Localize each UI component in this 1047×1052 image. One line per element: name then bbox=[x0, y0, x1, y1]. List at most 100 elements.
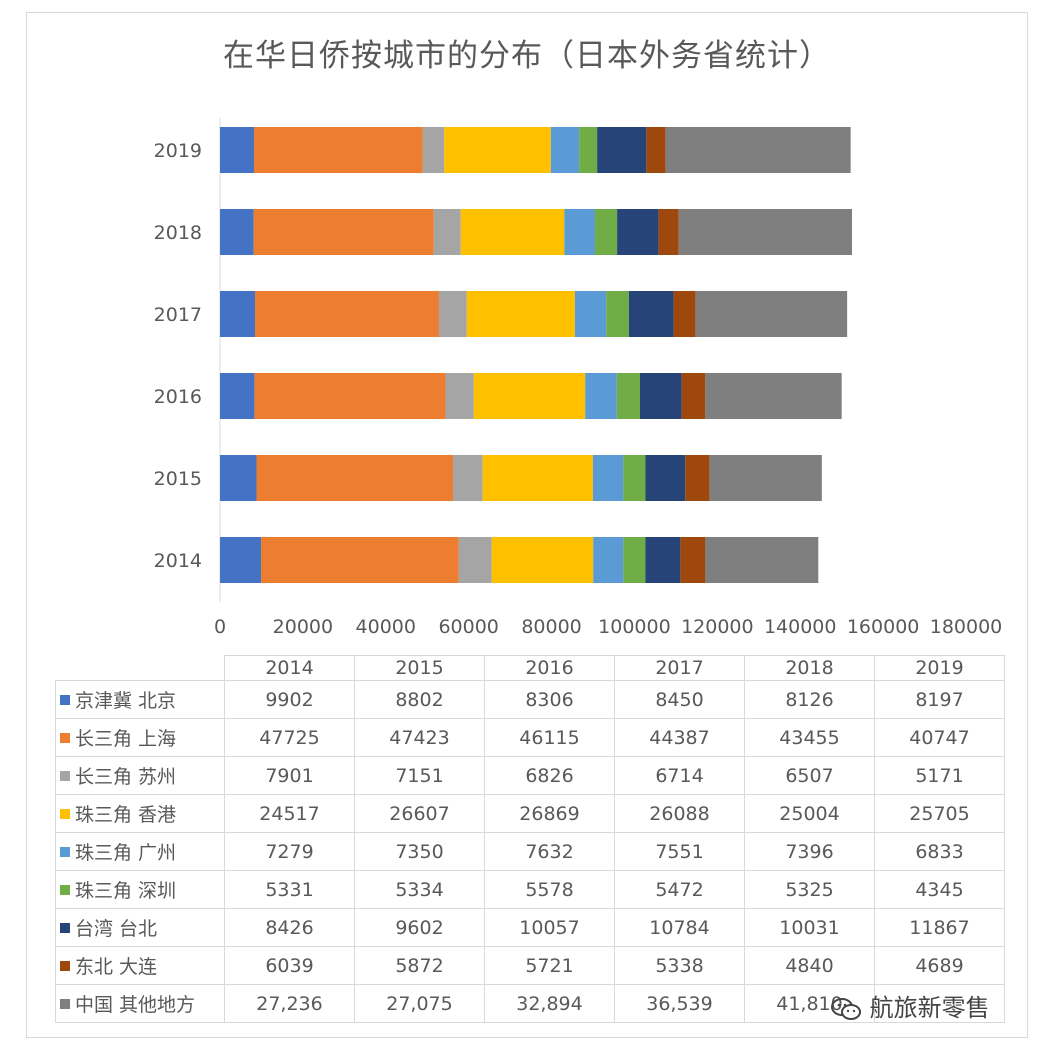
legend-entry: 中国 其他地方 bbox=[55, 984, 225, 1023]
bar-segment bbox=[678, 209, 853, 255]
x-tick-label: 120000 bbox=[681, 616, 754, 638]
x-tick-label: 160000 bbox=[847, 616, 920, 638]
table-header-year: 2015 bbox=[354, 655, 485, 681]
table-cell bbox=[874, 984, 1005, 1023]
table-cell: 7151 bbox=[354, 756, 485, 795]
table-cell: 10057 bbox=[484, 908, 615, 947]
legend-swatch bbox=[60, 998, 70, 1009]
series-name: 京津冀 北京 bbox=[75, 690, 177, 712]
table-cell: 8426 bbox=[224, 908, 355, 947]
table-row: 京津冀 北京 9902 8802 8306 8450 8126 8197 bbox=[55, 680, 1005, 719]
table-cell: 26607 bbox=[354, 794, 485, 833]
table-row: 东北 大连 6039 5872 5721 5338 4840 4689 bbox=[55, 946, 1005, 985]
bar-segment bbox=[658, 209, 679, 255]
bar-segment bbox=[709, 455, 822, 501]
bar-segment bbox=[645, 455, 686, 501]
table-cell: 27,075 bbox=[354, 984, 485, 1023]
y-tick-label: 2014 bbox=[154, 550, 202, 572]
table-cell: 8450 bbox=[614, 680, 745, 719]
table-cell: 43455 bbox=[744, 718, 875, 757]
bar-segment bbox=[254, 373, 446, 419]
bar-segment bbox=[597, 127, 647, 173]
y-tick-label: 2017 bbox=[154, 304, 202, 326]
table-cell: 7632 bbox=[484, 832, 615, 871]
table-cell: 5578 bbox=[484, 870, 615, 909]
table-cell: 25004 bbox=[744, 794, 875, 833]
table-header-year: 2019 bbox=[874, 655, 1005, 681]
table-cell: 5872 bbox=[354, 946, 485, 985]
bar-segment bbox=[665, 127, 851, 173]
y-tick-label: 2015 bbox=[154, 468, 202, 490]
bar-segment bbox=[220, 291, 256, 337]
x-tick-label: 180000 bbox=[930, 616, 1003, 638]
table-cell: 47423 bbox=[354, 718, 485, 757]
bar-segment bbox=[673, 291, 696, 337]
table-row: 长三角 上海 47725 47423 46115 44387 43455 40747 bbox=[55, 718, 1005, 757]
table-cell: 5325 bbox=[744, 870, 875, 909]
bar-segment bbox=[593, 537, 624, 583]
legend-entry: 长三角 上海 bbox=[55, 718, 225, 757]
series-name: 长三角 苏州 bbox=[75, 766, 177, 788]
bar-segment bbox=[646, 127, 666, 173]
table-cell: 5472 bbox=[614, 870, 745, 909]
bar-segment bbox=[220, 127, 254, 173]
bar-segment bbox=[628, 291, 674, 337]
bar-segment bbox=[705, 537, 819, 583]
bar-segment bbox=[466, 291, 575, 337]
table-cell: 6826 bbox=[484, 756, 615, 795]
table-cell: 6714 bbox=[614, 756, 745, 795]
table-cell: 5338 bbox=[614, 946, 745, 985]
bar-segment bbox=[255, 291, 439, 337]
legend-swatch bbox=[60, 884, 70, 895]
legend-swatch bbox=[60, 808, 70, 819]
legend-swatch bbox=[60, 732, 70, 743]
bar-segment bbox=[574, 291, 607, 337]
bar-segment bbox=[256, 455, 454, 501]
bar-segment bbox=[444, 127, 551, 173]
series-name: 台湾 台北 bbox=[75, 918, 158, 940]
bar-segment bbox=[460, 209, 565, 255]
y-tick-label: 2018 bbox=[154, 222, 202, 244]
table-row: 珠三角 深圳 5331 5334 5578 5472 5325 4345 bbox=[55, 870, 1005, 909]
table-cell: 46115 bbox=[484, 718, 615, 757]
table-row: 台湾 台北 8426 9602 10057 10784 10031 11867 bbox=[55, 908, 1005, 947]
bar-segment bbox=[645, 537, 681, 583]
table-row: 中国 其他地方 27,236 27,075 32,894 36,539 41,810 bbox=[55, 984, 1005, 1023]
table-cell: 10784 bbox=[614, 908, 745, 947]
table-cell: 5171 bbox=[874, 756, 1005, 795]
bar-segment bbox=[705, 373, 842, 419]
x-tick-label: 100000 bbox=[598, 616, 671, 638]
table-cell: 7350 bbox=[354, 832, 485, 871]
bar-segment bbox=[595, 209, 618, 255]
legend-entry: 京津冀 北京 bbox=[55, 680, 225, 719]
bar-segment bbox=[606, 291, 629, 337]
table-cell: 7279 bbox=[224, 832, 355, 871]
table-cell: 36,539 bbox=[614, 984, 745, 1023]
table-row: 珠三角 香港 24517 26607 26869 26088 25004 25705 bbox=[55, 794, 1005, 833]
table-cell: 44387 bbox=[614, 718, 745, 757]
bar-segment bbox=[453, 455, 483, 501]
legend-entry: 长三角 苏州 bbox=[55, 756, 225, 795]
bar-segment bbox=[623, 455, 646, 501]
bar-segment bbox=[473, 373, 586, 419]
table-cell: 6039 bbox=[224, 946, 355, 985]
bar-segment bbox=[579, 127, 598, 173]
bar-segment bbox=[220, 455, 257, 501]
table-cell: 5331 bbox=[224, 870, 355, 909]
legend-entry: 珠三角 广州 bbox=[55, 832, 225, 871]
legend-swatch bbox=[60, 694, 70, 705]
table-cell: 5721 bbox=[484, 946, 615, 985]
legend-swatch bbox=[60, 922, 70, 933]
bar-segment bbox=[685, 455, 710, 501]
series-name: 东北 大连 bbox=[75, 956, 158, 978]
table-header-year: 2014 bbox=[224, 655, 355, 681]
table-cell: 47725 bbox=[224, 718, 355, 757]
bar-segment bbox=[220, 537, 262, 583]
bar-segment bbox=[482, 455, 593, 501]
table-row: 珠三角 广州 7279 7350 7632 7551 7396 6833 bbox=[55, 832, 1005, 871]
table-cell: 10031 bbox=[744, 908, 875, 947]
x-tick-label: 20000 bbox=[273, 616, 333, 638]
table-cell: 8802 bbox=[354, 680, 485, 719]
table-cell: 27,236 bbox=[224, 984, 355, 1023]
bar-chart: 2014 2015 2016 2017 2018 2019 0 20000 40000 60000… bbox=[154, 118, 1003, 638]
